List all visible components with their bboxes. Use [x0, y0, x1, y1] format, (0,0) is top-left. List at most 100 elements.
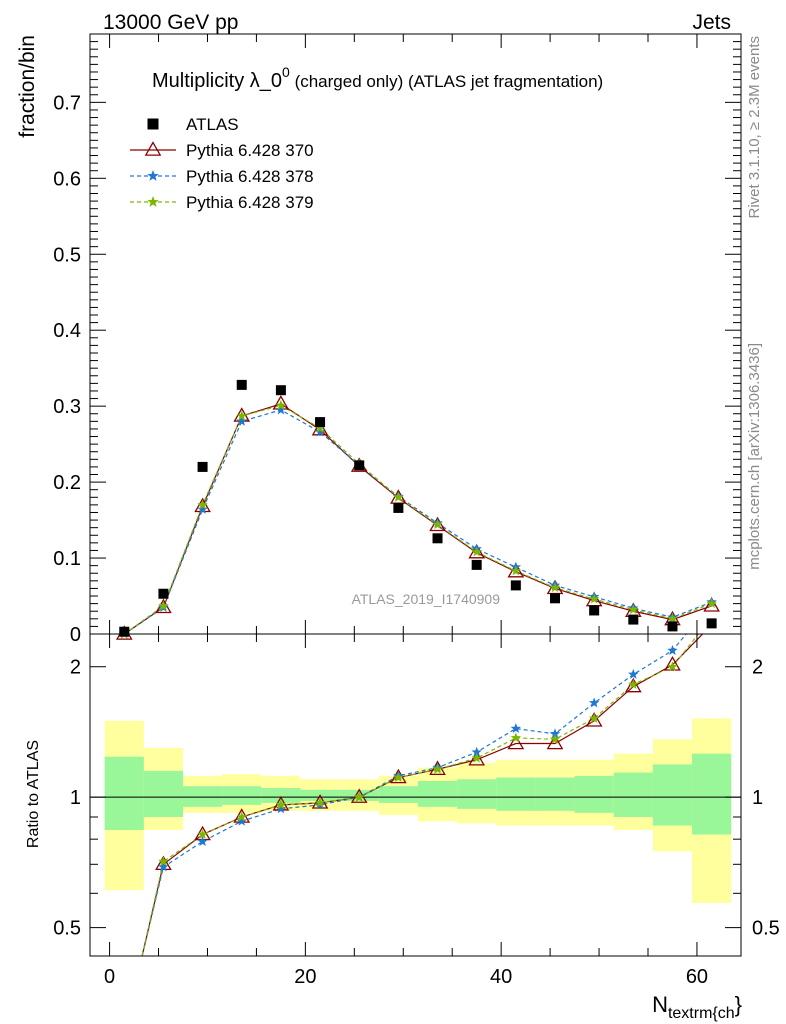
ratio-point — [549, 733, 561, 744]
uncertainty-band-inner — [378, 786, 418, 803]
chart-title-rest: (charged only) (ATLAS jet fragmentation) — [290, 72, 603, 91]
x-tick-label: 0 — [104, 966, 115, 988]
series-point — [197, 503, 208, 514]
data-point — [706, 618, 717, 629]
ratio-point — [393, 772, 404, 782]
legend-marker — [147, 118, 159, 130]
ratio-ticks: 0.5 0.51 12 20 20 40 60 — [53, 634, 780, 988]
ratio-point — [471, 752, 482, 763]
series-point — [275, 399, 287, 410]
analysis-label: ATLAS_2019_I1740909 — [352, 591, 501, 607]
data-point — [275, 385, 286, 396]
ratio-line — [141, 634, 704, 956]
uncertainty-band-inner — [261, 787, 301, 803]
legend-label: Pythia 6.428 370 — [186, 141, 314, 160]
mcplots-label: mcplots.cern.ch [arXiv:1306.3436] — [746, 343, 763, 570]
ratio-point — [275, 799, 287, 810]
ratio-y-axis-label: Ratio to ATLAS — [25, 740, 42, 848]
ratio-point — [628, 668, 639, 679]
y-tick-label: 0 — [70, 624, 81, 646]
main-panel: 00.10.20.30.40.50.60.7 Multiplicity λ_00… — [53, 33, 742, 646]
series-point — [197, 499, 208, 510]
y-tick-label: 0.5 — [53, 244, 81, 266]
ratio-point — [667, 661, 678, 672]
x-tick-label: 60 — [686, 966, 708, 988]
data-point — [354, 460, 365, 471]
data-point — [667, 621, 678, 632]
main-ticks: 0 0.1 0.2 0.3 0.4 0.5 0.6 0.7 — [53, 34, 741, 646]
ratio-point — [507, 734, 525, 750]
data-point — [236, 379, 247, 390]
series-point — [275, 404, 287, 415]
ratio-point — [236, 811, 247, 822]
uncertainty-band-inner — [496, 777, 536, 811]
ratio-point — [588, 697, 600, 708]
chart-title-main: Multiplicity λ_0 — [152, 70, 282, 92]
uncertainty-band-inner — [104, 756, 144, 830]
ratio-panel: 0.5 0.51 12 20 20 40 60 — [53, 633, 780, 988]
data-point — [589, 605, 600, 616]
legend-marker — [144, 141, 162, 156]
series-point — [588, 593, 600, 604]
ratio-point — [510, 723, 522, 734]
uncertainty-band-inner — [652, 764, 693, 826]
ratio-point — [546, 734, 564, 750]
ratio-point — [585, 712, 603, 727]
uncertainty-band-inner — [143, 770, 183, 818]
ratio-point — [510, 732, 522, 743]
uncertainty-band-inner — [613, 772, 653, 818]
ratio-tick-label-right: 0.5 — [752, 918, 780, 940]
uncertainty-band-inner — [535, 777, 575, 811]
ratio-point — [628, 678, 639, 689]
y-tick-label: 0.6 — [53, 168, 81, 190]
series-point — [314, 422, 326, 433]
y-axis-label: fraction/bin — [16, 35, 39, 138]
ratio-tick-label-right: 1 — [752, 787, 763, 809]
data-point — [197, 461, 208, 472]
series-point — [471, 546, 482, 557]
series-point — [510, 565, 522, 576]
data-point — [119, 626, 130, 637]
ratio-point — [667, 645, 678, 655]
ratio-point — [197, 829, 208, 839]
series-point — [311, 420, 329, 436]
legend-marker — [147, 196, 159, 207]
main-plot-content — [115, 379, 720, 640]
uncertainty-band-inner — [417, 780, 458, 807]
x-axis-label-main: N — [652, 992, 668, 1017]
legend: ATLAS Pythia 6.428 370 Pythia 6.428 378 Pyt… — [130, 115, 314, 212]
y-tick-label: 0.3 — [53, 396, 81, 418]
ratio-point — [155, 855, 172, 871]
uncertainty-band-inner — [222, 786, 262, 805]
series-point — [236, 410, 247, 421]
data-point — [393, 502, 404, 513]
ratio-tick-label: 2 — [70, 657, 81, 679]
legend-label: Pythia 6.428 379 — [186, 193, 314, 212]
chart-title-superscript: 0 — [282, 64, 290, 80]
ratio-point — [158, 861, 169, 872]
uncertainty-band-inner — [183, 786, 223, 807]
y-tick-label: 0.2 — [53, 472, 81, 494]
x-axis-label: Ntextrm{ch} — [652, 992, 742, 1022]
ratio-tick-label: 1 — [70, 787, 81, 809]
data-point — [471, 559, 482, 570]
header-right: Jets — [692, 11, 731, 34]
ratio-point — [275, 803, 287, 814]
ratio-point — [353, 791, 365, 802]
series-line — [123, 404, 712, 635]
ratio-plot-content — [90, 634, 741, 956]
uncertainty-band-inner — [457, 779, 497, 809]
ratio-point — [549, 728, 561, 739]
uncertainty-band-inner — [692, 753, 732, 835]
series-point — [393, 491, 404, 502]
series-point — [667, 613, 678, 624]
ratio-point — [432, 763, 443, 774]
ratio-point — [468, 750, 486, 766]
ratio-point — [471, 746, 482, 757]
data-point — [550, 593, 560, 604]
legend-marker — [147, 170, 159, 181]
y-tick-label: 0.4 — [53, 320, 81, 342]
series-point — [703, 597, 720, 612]
series-point — [432, 519, 443, 530]
